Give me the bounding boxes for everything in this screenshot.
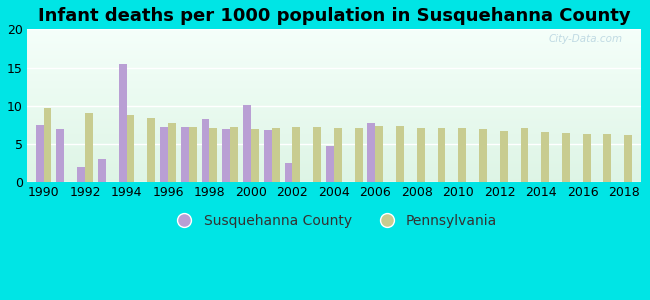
Bar — [36, 125, 44, 182]
Title: Infant deaths per 1000 population in Susquehanna County: Infant deaths per 1000 population in Sus… — [38, 7, 630, 25]
Bar — [603, 134, 612, 182]
Bar — [458, 128, 466, 182]
Bar — [500, 131, 508, 182]
Bar — [243, 105, 251, 182]
Bar — [396, 126, 404, 182]
Bar — [417, 128, 424, 182]
Bar — [251, 129, 259, 182]
Bar — [541, 132, 549, 182]
Bar — [168, 123, 176, 182]
Bar — [272, 128, 280, 182]
Bar — [119, 64, 127, 182]
Bar — [230, 127, 238, 182]
Bar — [624, 135, 632, 182]
Bar — [44, 108, 51, 182]
Bar — [521, 128, 528, 182]
Bar — [181, 127, 188, 182]
Bar — [77, 167, 85, 182]
Bar — [479, 129, 487, 182]
Bar — [313, 127, 321, 182]
Bar — [292, 127, 300, 182]
Bar — [355, 128, 363, 182]
Bar — [188, 127, 196, 182]
Bar — [437, 128, 445, 182]
Bar — [264, 130, 272, 182]
Bar — [334, 128, 342, 182]
Bar — [98, 159, 106, 182]
Bar — [562, 133, 570, 182]
Bar — [160, 127, 168, 182]
Bar — [148, 118, 155, 182]
Bar — [57, 129, 64, 182]
Bar — [367, 123, 375, 182]
Text: City-Data.com: City-Data.com — [548, 34, 623, 44]
Bar — [209, 128, 217, 182]
Bar — [285, 163, 292, 182]
Bar — [85, 113, 93, 182]
Bar — [583, 134, 591, 182]
Legend: Susquehanna County, Pennsylvania: Susquehanna County, Pennsylvania — [165, 208, 503, 233]
Bar — [222, 129, 230, 182]
Bar — [326, 146, 334, 182]
Bar — [127, 115, 135, 182]
Bar — [375, 126, 383, 182]
Bar — [202, 119, 209, 182]
